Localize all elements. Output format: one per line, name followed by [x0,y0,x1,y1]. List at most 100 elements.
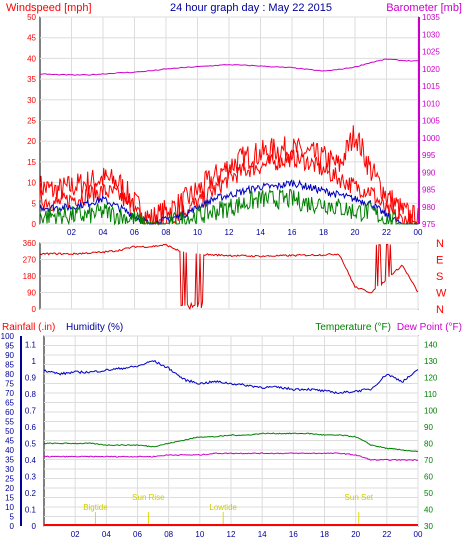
wind-direction-line [39,243,419,311]
humidity-tick: 90 [5,351,14,360]
humidity-tick: 55 [5,418,14,427]
wind-series-line [39,149,419,226]
windspeed-tick: 10 [27,179,36,188]
rainfall-tick: 0.5 [25,439,37,448]
rainfall-tick: 0.4 [25,456,37,465]
temperature-tick: 50 [424,489,433,498]
humidity-tick: 85 [5,361,14,370]
humidity-panel-x-tick: 18 [320,530,329,539]
humidity-panel-x-tick: 06 [133,530,142,539]
humidity-panel-x-tick: 04 [102,530,111,539]
temperature-tick: 130 [424,357,438,366]
rainfall-tick: 0.6 [25,423,37,432]
wind-series-line [39,188,419,226]
humidity-tick: 95 [5,342,14,351]
wind-panel-x-tick: 04 [99,228,108,237]
barometer-tick: 1025 [422,48,440,57]
humidity-tick: 10 [5,503,14,512]
windspeed-tick: 50 [27,13,36,22]
wind-panel-x-tick: 20 [351,228,360,237]
rainfall-tick: 1.1 [25,340,37,349]
humidity-tick: 75 [5,380,14,389]
temperature-tick: 70 [424,456,433,465]
rainfall-tick: 0.3 [25,472,37,481]
humidity-temperature-panel: 0510152025303540455055606570758085909510… [1,332,438,539]
annotation-label: Lowtide [209,503,237,512]
humidity-panel-x-tick: 08 [164,530,173,539]
climate-series-line [43,432,419,453]
windspeed-axis-label: Windspeed [mph] [6,2,92,14]
temperature-tick: 100 [424,406,438,415]
humidity-panel-x-tick: 00 [414,530,423,539]
windspeed-tick: 25 [27,117,36,126]
barometer-tick: 1020 [422,65,440,74]
wind-panel-x-tick: 00 [414,228,423,237]
wind-panel-x-tick: 14 [256,228,265,237]
direction-tick: 360 [23,239,37,248]
windspeed-tick: 5 [32,199,37,208]
climate-series-line [43,359,419,395]
compass-label: S [436,271,443,283]
barometer-line [39,58,418,76]
temperature-tick: 60 [424,472,433,481]
humidity-tick: 35 [5,456,14,465]
rainfall-tick: 1 [32,357,37,366]
windspeed-tick: 0 [32,220,37,229]
annotation-label: Sun Set [345,493,374,502]
humidity-panel-x-tick: 16 [289,530,298,539]
humidity-tick: 40 [5,446,14,455]
humidity-tick: 80 [5,370,14,379]
temperature-tick: 120 [424,373,438,382]
chart-title: 24 hour graph day : May 22 2015 [170,2,332,14]
compass-label: E [436,255,443,267]
humidity-tick: 20 [5,484,14,493]
temperature-tick: 140 [424,340,438,349]
rainfall-tick: 0 [32,522,37,531]
barometer-tick: 1015 [422,82,440,91]
temperature-tick: 90 [424,423,433,432]
wind-direction-panel: 0 N 90 W 180 S 270 E 360 N [23,238,447,316]
humidity-panel-x-tick: 22 [382,530,391,539]
barometer-tick: 1000 [422,134,440,143]
barometer-axis-label: Barometer [mb] [386,2,462,14]
barometer-tick: 995 [422,151,436,160]
humidity-tick: 30 [5,465,14,474]
humidity-panel-x-tick: 14 [258,530,267,539]
climate-series-line [43,452,418,461]
compass-label: N [436,238,444,250]
rainfall-tick: 0.2 [25,489,37,498]
humidity-panel-x-tick: 20 [351,530,360,539]
humidity-tick: 25 [5,475,14,484]
direction-tick: 0 [32,305,37,314]
wind-panel-x-tick: 06 [130,228,139,237]
humidity-axis-label: Humidity (%) [66,322,123,333]
rainfall-axis-label: Rainfall (.in) [2,322,55,333]
temperature-tick: 30 [424,522,433,531]
windspeed-tick: 30 [27,96,36,105]
humidity-tick: 100 [1,332,15,341]
wind-panel-x-tick: 18 [319,228,328,237]
humidity-tick: 5 [10,513,15,522]
rainfall-tick: 0.7 [25,406,37,415]
direction-tick: 180 [23,272,37,281]
dewpoint-axis-label: Dew Point (°F) [397,322,462,333]
humidity-tick: 70 [5,389,14,398]
compass-label: W [436,288,447,300]
wind-panel-x-tick: 12 [225,228,234,237]
compass-label: N [436,304,444,316]
windspeed-tick: 45 [27,34,36,43]
humidity-panel-x-tick: 12 [227,530,236,539]
barometer-tick: 1005 [422,117,440,126]
wind-panel-x-tick: 08 [162,228,171,237]
annotation-label: Bigtide [83,503,108,512]
wind-panel-x-tick: 02 [67,228,76,237]
windspeed-tick: 15 [27,158,36,167]
barometer-tick: 975 [422,220,436,229]
windspeed-tick: 35 [27,75,36,84]
humidity-tick: 15 [5,494,14,503]
barometer-tick: 1035 [422,13,440,22]
rainfall-tick: 0.1 [25,505,37,514]
windspeed-tick: 40 [27,54,36,63]
windspeed-tick: 20 [27,137,36,146]
